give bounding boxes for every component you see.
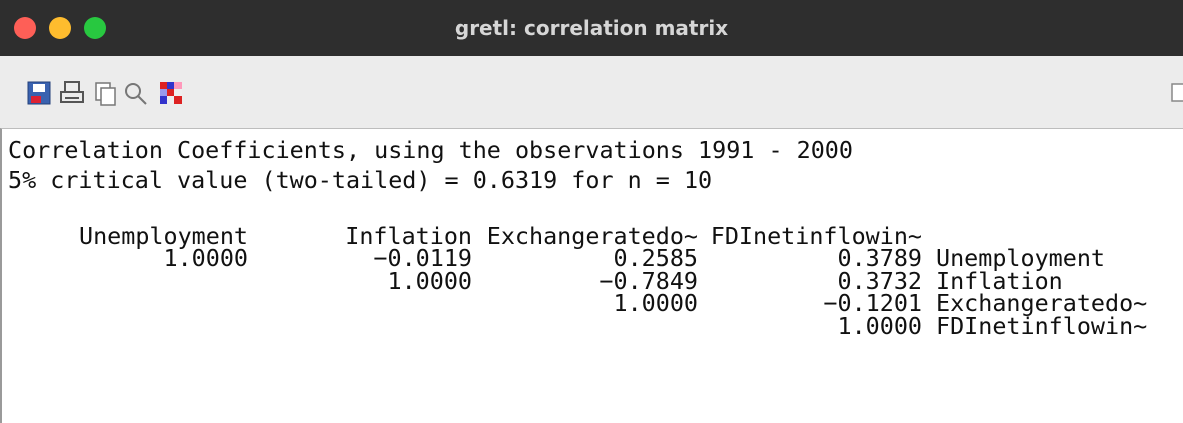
column-header: Exchangeratedo~ [486, 222, 698, 250]
save-icon[interactable] [27, 81, 51, 105]
row-label: Inflation [936, 266, 1063, 295]
minimize-button[interactable] [49, 17, 71, 39]
matrix-cell: 1.0000 [837, 311, 923, 340]
title-bar: gretl: correlation matrix [0, 0, 1183, 56]
heatmap-icon[interactable] [160, 82, 182, 104]
print-icon[interactable] [60, 81, 84, 103]
text-area [0, 128, 1183, 423]
column-header: Unemployment [79, 222, 248, 250]
window-controls [14, 17, 106, 39]
toolbar [0, 56, 1183, 128]
matrix-cell: 0.3732 [837, 266, 923, 295]
window-title: gretl: correlation matrix [454, 16, 729, 40]
zoom-button[interactable] [84, 17, 106, 39]
row-label: FDInetinflowin~ [936, 311, 1148, 340]
column-header: FDInetinflowin~ [710, 222, 922, 250]
matrix-cell: 1.0000 [163, 244, 249, 273]
toolbar-icons [27, 81, 1183, 106]
close-button[interactable] [14, 17, 36, 39]
extra-icon[interactable] [1171, 83, 1183, 102]
row-label: Unemployment [936, 244, 1105, 273]
row-label: Exchangeratedo~ [936, 289, 1148, 318]
matrix-cell: 1.0000 [613, 289, 699, 318]
copy-icon[interactable] [95, 82, 116, 106]
matrix-cell: −0.1201 [823, 289, 922, 318]
column-header: Inflation [345, 222, 472, 250]
matrix-cell: −0.7849 [599, 266, 698, 295]
critical-value-line: 5% critical value (two-tailed) = 0.6319 … [8, 166, 713, 194]
matrix-cell: 1.0000 [387, 266, 473, 295]
matrix-cell: −0.0119 [373, 244, 472, 273]
find-icon[interactable] [125, 83, 147, 105]
matrix-cell: 0.3789 [837, 244, 923, 273]
matrix-cell: 0.2585 [613, 244, 699, 273]
heading-line: Correlation Coefficients, using the obse… [8, 136, 853, 164]
